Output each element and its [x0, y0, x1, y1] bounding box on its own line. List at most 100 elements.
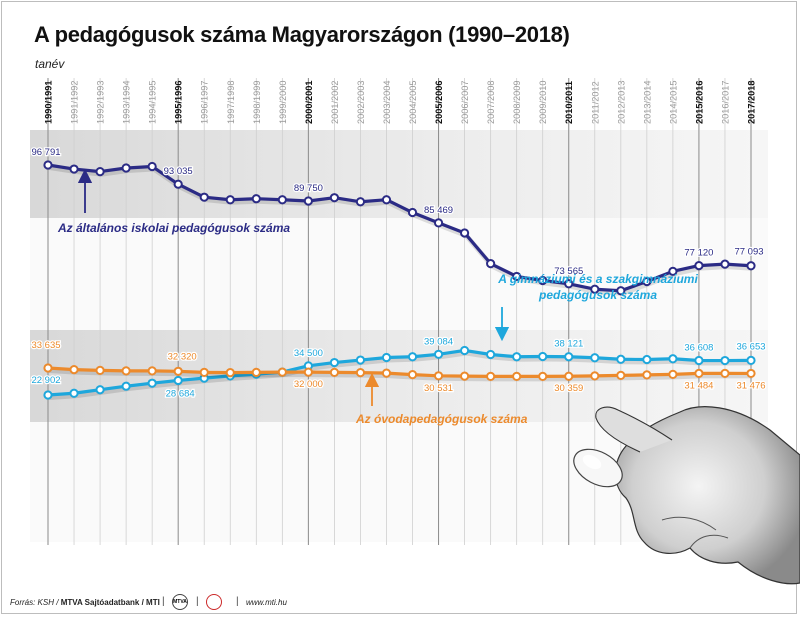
tick-label: 1998/1999	[252, 81, 262, 124]
data-point	[147, 366, 157, 376]
website-link[interactable]: www.mti.hu	[246, 598, 287, 607]
data-point	[199, 192, 209, 202]
data-point	[407, 207, 418, 218]
data-label: 96 791	[31, 147, 60, 158]
data-series: 96 791 93 035 89 750 85 469 73 565 77 120 77 0…	[30, 146, 767, 401]
tick-label: 2008/2009	[512, 81, 522, 124]
tick-label: 1991/1992	[70, 81, 80, 124]
data-point	[433, 349, 444, 359]
data-point	[616, 354, 626, 364]
data-point	[433, 218, 444, 228]
data-point	[355, 197, 366, 207]
data-point	[486, 371, 496, 381]
tick-label: 2003/2004	[382, 81, 392, 124]
data-label: 31 484	[684, 380, 713, 391]
data-point	[512, 371, 522, 381]
data-point	[329, 193, 340, 203]
series-name-label: Az óvodapedagógusok száma	[355, 412, 528, 426]
data-point	[329, 357, 340, 368]
tick-label: 2012/2013	[616, 81, 626, 124]
data-point	[694, 260, 704, 271]
data-point	[43, 160, 53, 170]
series-shadow	[49, 368, 753, 382]
data-label: 30 531	[424, 383, 453, 394]
tick-label: 2017/2018	[747, 81, 757, 124]
tick-label: 1990/1991	[44, 81, 54, 124]
data-point	[459, 345, 470, 356]
data-point	[69, 364, 79, 375]
data-label: 77 093	[734, 247, 763, 258]
data-point	[564, 279, 574, 289]
data-point	[381, 195, 392, 205]
data-point	[564, 352, 574, 362]
data-label: 73 565	[554, 266, 583, 277]
series-annotations: Az általános iskolai pedagógusok száma A …	[57, 168, 698, 426]
data-point	[459, 371, 470, 381]
data-point	[121, 366, 131, 376]
series-line	[47, 163, 752, 293]
data-label: 31 476	[736, 380, 765, 391]
x-axis-tick-labels: 1990/1991 1991/1992 1992/1993 1993/1994 1994…	[44, 81, 757, 124]
tick-label: 1995/1996	[174, 81, 184, 124]
data-label: 32 000	[294, 379, 323, 390]
data-point	[746, 368, 756, 379]
data-point	[43, 363, 53, 373]
data-point	[173, 366, 183, 376]
data-point	[486, 259, 496, 269]
series-shadow	[49, 350, 753, 400]
data-point	[199, 367, 209, 377]
tick-label: 2010/2011	[564, 81, 574, 124]
data-point	[121, 163, 131, 173]
data-label: 36 653	[736, 341, 765, 352]
data-point	[381, 368, 392, 378]
tick-label: 2007/2008	[486, 81, 496, 124]
data-point	[590, 371, 600, 381]
data-point	[694, 368, 704, 379]
data-point	[564, 371, 574, 381]
data-point	[303, 367, 313, 377]
series-name-label: A gimnáziumi és a szakgimnáziumi pedagógu…	[497, 272, 698, 302]
data-point	[512, 271, 522, 282]
tick-label: 1992/1993	[96, 81, 106, 124]
data-label: 34 500	[294, 348, 323, 359]
data-point	[642, 354, 652, 365]
source-prefix: Forrás: KSH /	[10, 598, 59, 607]
tick-label: 2009/2010	[538, 81, 548, 124]
data-point	[538, 275, 548, 286]
data-label: 39 084	[424, 336, 453, 347]
data-point	[668, 354, 678, 364]
data-point	[668, 369, 678, 379]
mti-logo-icon	[206, 594, 222, 610]
data-point	[616, 286, 626, 296]
tick-label: 1997/1998	[226, 81, 236, 124]
mtva-logo-icon: MTVA	[172, 594, 188, 610]
data-point	[459, 228, 470, 238]
data-point	[486, 349, 496, 360]
tick-label: 2001/2002	[330, 81, 340, 124]
data-point	[251, 367, 261, 377]
source-agency: MTVA Sajtóadatbank / MTI	[60, 598, 160, 607]
data-point	[121, 381, 131, 391]
data-point	[43, 390, 53, 400]
data-point	[277, 367, 287, 377]
data-point	[616, 370, 626, 380]
tick-label: 2016/2017	[720, 81, 730, 124]
data-label: 36 608	[684, 343, 713, 354]
data-point	[69, 164, 79, 174]
data-label: 93 035	[164, 166, 193, 177]
data-label: 33 635	[31, 340, 60, 351]
data-label: 32 320	[168, 351, 197, 362]
data-point	[355, 355, 366, 365]
data-point	[95, 365, 105, 375]
tick-label: 2005/2006	[434, 81, 444, 124]
footer-separator: |	[162, 596, 165, 607]
data-point	[173, 375, 183, 386]
footer-separator: |	[196, 596, 199, 607]
tick-label: 2015/2016	[694, 81, 704, 124]
data-point	[225, 195, 235, 205]
data-point	[642, 276, 652, 287]
data-point	[355, 368, 366, 378]
data-point	[147, 161, 157, 172]
data-point	[407, 370, 418, 380]
data-label: 89 750	[294, 183, 323, 194]
